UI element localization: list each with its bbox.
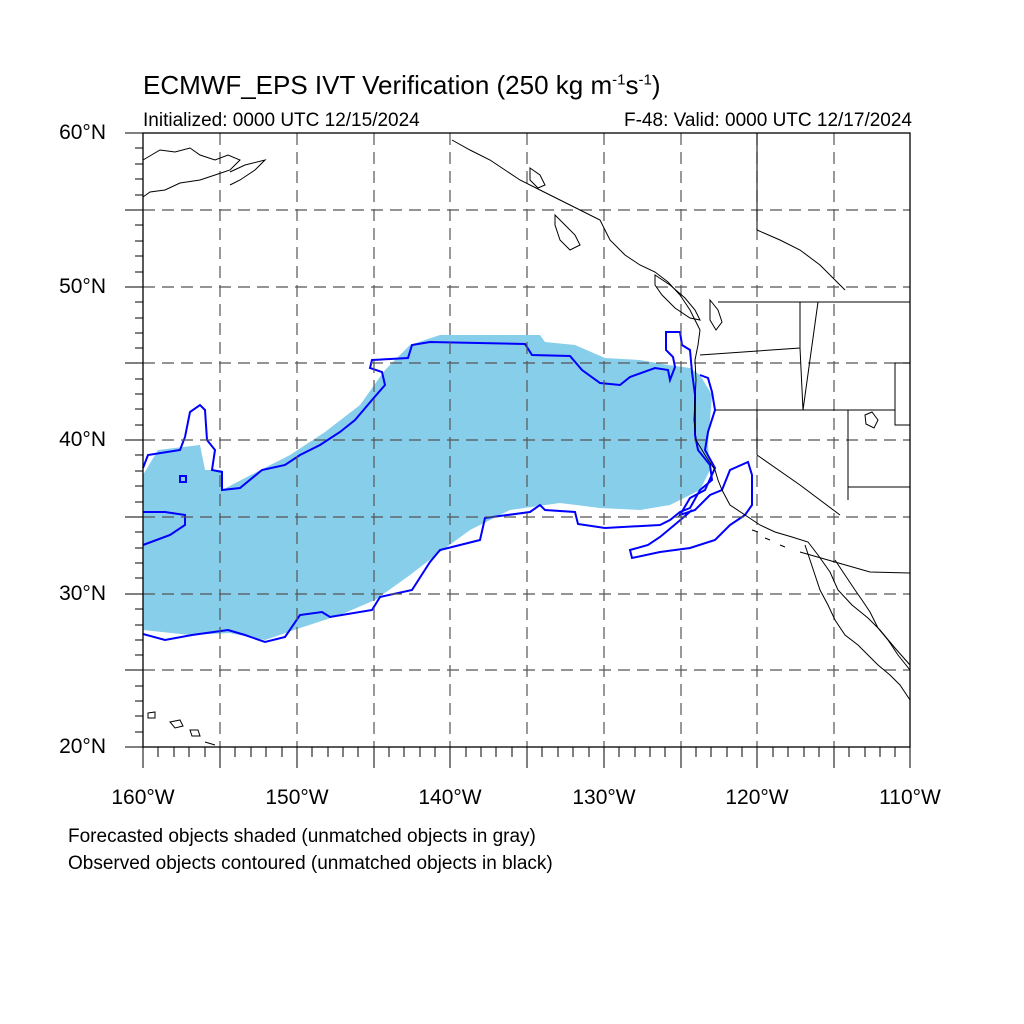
bc-islands (554, 213, 581, 251)
lon-label-160w: 160°W (111, 786, 175, 809)
lat-label-20n: 20°N (59, 735, 106, 758)
lon-label-140w: 140°W (418, 786, 482, 809)
wy-border (894, 362, 910, 426)
bc-alberta-border (756, 229, 846, 291)
lat-label-40n: 40°N (59, 428, 106, 451)
channel-islands (751, 529, 786, 548)
title-exponent-2: -1 (638, 71, 652, 89)
lat-label-60n: 60°N (59, 121, 106, 144)
mexico-border (799, 551, 911, 574)
great-salt-lake (864, 411, 879, 429)
lon-label-150w: 150°W (265, 786, 329, 809)
observed-object-west (142, 511, 186, 546)
graticule (143, 133, 910, 747)
se-alaska-coast (451, 139, 911, 666)
id-border (799, 301, 819, 411)
alaska-coast-2 (229, 159, 267, 186)
observed-object-small (179, 475, 187, 483)
title-exponent-1: -1 (612, 71, 626, 89)
title-unit-s: s (625, 70, 639, 100)
observed-object-main (142, 331, 714, 644)
haida-gwaii (529, 167, 546, 189)
lat-label-30n: 30°N (59, 582, 106, 605)
observed-contours (142, 331, 753, 644)
initialized-time: Initialized: 0000 UTC 12/15/2024 (143, 110, 420, 131)
map-title: ECMWF_EPS IVT Verification (250 kg m-1s-… (143, 70, 660, 101)
puget-sound (709, 298, 723, 331)
forecast-object (143, 335, 712, 640)
hawaii-islands (147, 711, 216, 746)
political-boundaries (699, 133, 911, 574)
caption-forecast: Forecasted objects shaded (unmatched obj… (68, 826, 536, 847)
alaska-coast (142, 147, 241, 198)
observed-object-coastal (628, 374, 753, 560)
lon-label-120w: 120°W (725, 786, 789, 809)
title-close: ) (651, 70, 661, 100)
gulf-california (834, 559, 911, 671)
vancouver-island (654, 274, 701, 321)
lat-label-50n: 50°N (59, 275, 106, 298)
title-text: ECMWF_EPS IVT Verification (250 kg m (143, 70, 613, 100)
valid-time: F-48: Valid: 0000 UTC 12/17/2024 (624, 110, 912, 131)
caption-observed: Observed objects contoured (unmatched ob… (68, 853, 553, 874)
baja-coast (804, 544, 911, 701)
coastlines (142, 139, 911, 746)
lon-label-130w: 130°W (572, 786, 636, 809)
lon-label-110w: 110°W (879, 786, 941, 809)
ca-nv-border (756, 410, 841, 516)
tick-marks (125, 132, 911, 768)
